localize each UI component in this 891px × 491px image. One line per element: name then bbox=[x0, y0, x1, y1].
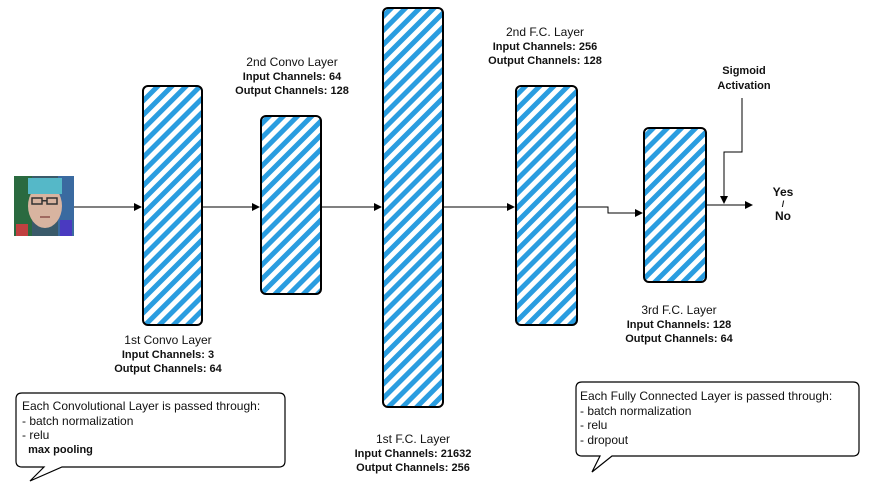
arrow-sigmoid bbox=[720, 98, 743, 204]
conv1-title: 1st Convo Layer bbox=[124, 333, 212, 347]
conv-note: Each Convolutional Layer is passed throu… bbox=[22, 399, 260, 457]
fc3-block bbox=[643, 127, 707, 283]
fc-note: Each Fully Connected Layer is passed thr… bbox=[580, 389, 832, 447]
conv2-title: 2nd Convo Layer bbox=[246, 55, 338, 69]
conv-note-item: max pooling bbox=[22, 443, 93, 456]
conv1-output: Output Channels: 64 bbox=[114, 363, 222, 375]
sigmoid-label: Sigmoid Activation bbox=[702, 64, 786, 93]
conv-note-item: - relu bbox=[22, 428, 50, 442]
output-no: No bbox=[775, 209, 791, 223]
fc2-output: Output Channels: 128 bbox=[488, 55, 602, 67]
fc-note-item: - batch normalization bbox=[580, 403, 692, 418]
conv2-output: Output Channels: 128 bbox=[235, 85, 349, 97]
fc1-block bbox=[382, 7, 444, 408]
fc-note-bubble bbox=[575, 381, 860, 473]
sigmoid-line1: Sigmoid bbox=[722, 65, 766, 77]
conv2-input: Input Channels: 64 bbox=[242, 70, 342, 83]
face-photo-icon bbox=[14, 176, 74, 236]
conv2-label: 2nd Convo Layer Input Channels: 64 Outpu… bbox=[222, 55, 362, 99]
conv1-label: 1st Convo Layer Input Channels: 3 Output… bbox=[100, 333, 236, 377]
fc-note-item: - dropout bbox=[580, 432, 629, 447]
arrow-fc2-fc3 bbox=[577, 206, 643, 217]
fc1-label: 1st F.C. Layer Input Channels: 21632 Out… bbox=[343, 432, 483, 476]
fc1-title: 1st F.C. Layer bbox=[375, 432, 451, 446]
fc3-input: Input Channels: 128 bbox=[626, 318, 732, 331]
conv2-block bbox=[260, 115, 322, 295]
conv-note-bubble bbox=[15, 392, 286, 482]
conv1-input: Input Channels: 3 bbox=[121, 348, 215, 361]
output-yes: Yes bbox=[772, 185, 794, 199]
fc3-output: Output Channels: 64 bbox=[625, 333, 733, 345]
fc-note-title: Each Fully Connected Layer is passed thr… bbox=[580, 389, 833, 403]
fc2-block bbox=[515, 85, 578, 326]
output-label: Yes / No bbox=[758, 185, 808, 223]
output-sep: / bbox=[781, 199, 785, 209]
fc2-input: Input Channels: 256 bbox=[492, 40, 598, 53]
fc2-title: 2nd F.C. Layer bbox=[505, 25, 585, 39]
fc3-label: 3rd F.C. Layer Input Channels: 128 Outpu… bbox=[609, 303, 749, 347]
fc-note-item: - relu bbox=[580, 418, 608, 432]
sigmoid-line2: Activation bbox=[717, 79, 771, 92]
fc1-output: Output Channels: 256 bbox=[356, 462, 470, 474]
fc1-input: Input Channels: 21632 bbox=[354, 447, 472, 460]
conv-note-item: - batch normalization bbox=[22, 413, 134, 428]
fc3-title: 3rd F.C. Layer bbox=[641, 303, 717, 317]
fc2-label: 2nd F.C. Layer Input Channels: 256 Outpu… bbox=[475, 25, 615, 69]
conv1-block bbox=[142, 85, 203, 326]
conv-note-title: Each Convolutional Layer is passed throu… bbox=[22, 399, 261, 413]
